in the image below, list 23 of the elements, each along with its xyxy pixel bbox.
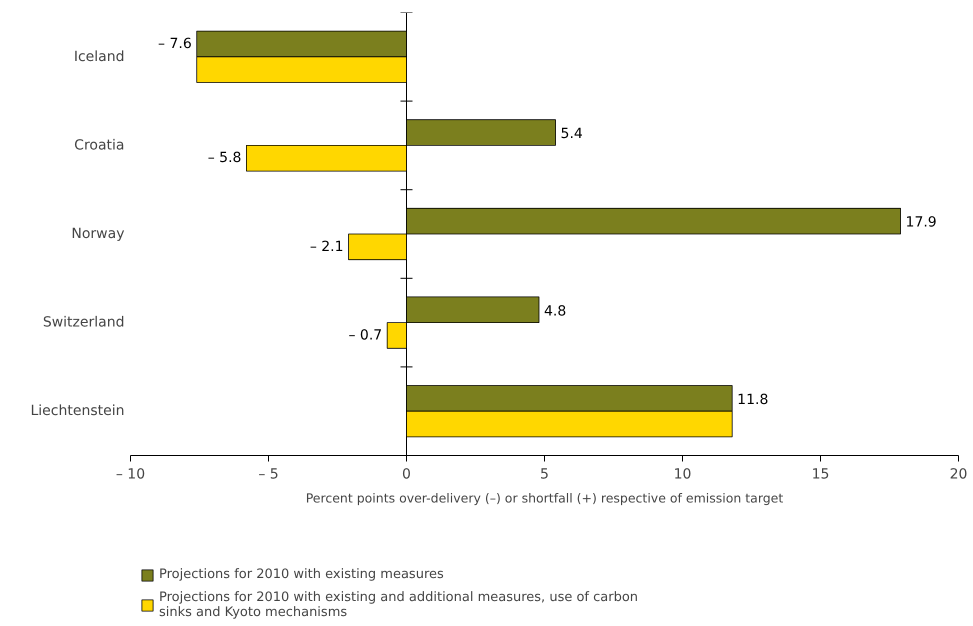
x-axis-title: Percent points over-delivery (–) or shortfall (+) respective of emission target [306, 490, 784, 506]
legend-label: Projections for 2010 with existing measures [159, 567, 444, 582]
data-label: 5.4 [560, 126, 583, 142]
legend-label: Projections for 2010 with existing and additional measures, use of carbon sinks and Kyoto mechanisms [159, 590, 638, 620]
data-label: 4.8 [544, 303, 566, 320]
y-tick-label: Norway [71, 226, 124, 242]
data-label: – 0.7 [348, 327, 382, 344]
data-label: 11.8 [737, 392, 768, 408]
x-tick-label: – 5 [258, 466, 279, 482]
y-tick-label: Liechtenstein [30, 403, 125, 420]
x-tick-label: 0 [402, 466, 411, 482]
x-tick-label: 5 [540, 466, 549, 482]
data-label: 17.9 [906, 214, 937, 231]
x-tick-label: – 10 [116, 466, 146, 482]
y-tick-label: Switzerland [42, 314, 125, 331]
x-tick-label: 20 [950, 466, 968, 482]
x-tick-label: 15 [812, 466, 830, 482]
x-tick-label: 10 [674, 466, 692, 482]
y-tick-label: Croatia [74, 137, 124, 154]
data-label: – 7.6 [158, 36, 192, 52]
data-label: – 5.8 [208, 150, 242, 166]
data-label: – 2.1 [310, 238, 344, 255]
y-tick-label: Iceland [74, 48, 125, 65]
